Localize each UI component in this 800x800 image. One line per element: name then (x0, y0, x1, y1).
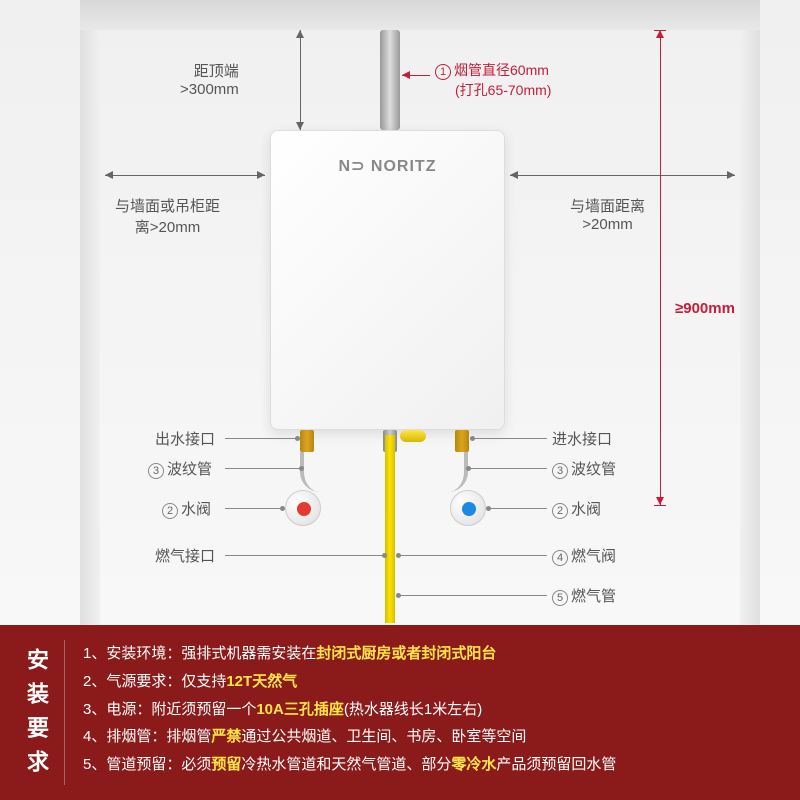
badge-2r-icon: 2 (552, 503, 568, 519)
label-outlet: 出水接口 (155, 428, 215, 449)
label-gas-valve: 4燃气阀 (552, 545, 616, 566)
arrow-top-clearance (300, 30, 301, 130)
leader-gas-valve (398, 555, 547, 556)
leader-valve-l (225, 508, 283, 509)
corrugated-right (438, 452, 468, 492)
gas-pipe (385, 435, 395, 623)
installation-diagram: 距顶端 >300mm 1烟管直径60mm (打孔65-70mm) 与墙面或吊柜距… (0, 0, 800, 625)
badge-5-icon: 5 (552, 590, 568, 606)
wall-left (80, 30, 100, 625)
label-gas-pipe: 5燃气管 (552, 585, 616, 606)
badge-4-icon: 4 (552, 550, 568, 566)
hot-valve (285, 490, 321, 526)
badge-3r-icon: 3 (552, 463, 568, 479)
requirements-list: 1、安装环境：强排式机器需安装在封闭式厨房或者封闭式阳台2、气源要求：仅支持12… (83, 640, 616, 785)
label-pipe-dia: 1烟管直径60mm (打孔65-70mm) (435, 60, 551, 100)
leader-gas-pipe (398, 595, 547, 596)
leader-inlet (472, 438, 547, 439)
label-right-clearance: 与墙面距离 >20mm (570, 195, 645, 233)
label-top-clearance: 距顶端 >300mm (180, 60, 239, 98)
badge-3-icon: 3 (148, 463, 164, 479)
gas-valve (400, 430, 426, 442)
inlet-connector (455, 430, 469, 452)
label-valve-r: 2水阀 (552, 498, 601, 519)
requirements-title: 安装要求 (20, 640, 65, 785)
hot-valve-dot (297, 502, 311, 516)
label-gas-conn: 燃气接口 (155, 545, 215, 566)
label-height: ≥900mm (675, 300, 735, 317)
label-inlet: 进水接口 (552, 428, 612, 449)
label-valve-l: 2水阀 (162, 498, 211, 519)
wall-right (740, 30, 760, 625)
arrow-right-clearance (510, 175, 735, 176)
arrow-left-clearance (105, 175, 265, 176)
leader-valve-r (488, 508, 547, 509)
tick-top (654, 30, 666, 31)
cold-valve (450, 490, 486, 526)
leader-corr-r (468, 468, 547, 469)
badge-1-icon: 1 (435, 64, 451, 80)
tick-bot (654, 505, 666, 506)
exhaust-pipe (380, 30, 400, 130)
label-corr-l: 3波纹管 (148, 458, 212, 479)
leader-outlet (225, 438, 298, 439)
water-heater: N⊃ NORITZ (270, 130, 505, 430)
arrow-pipe-dia (402, 75, 430, 76)
label-corr-r: 3波纹管 (552, 458, 616, 479)
corrugated-left (300, 452, 330, 492)
leader-corr-l (225, 468, 302, 469)
arrow-height (660, 30, 661, 505)
requirements-panel: 安装要求 1、安装环境：强排式机器需安装在封闭式厨房或者封闭式阳台2、气源要求：… (0, 625, 800, 800)
leader-gas-conn (225, 555, 385, 556)
brand-logo: N⊃ NORITZ (271, 156, 504, 176)
label-left-clearance: 与墙面或吊柜距 离>20mm (115, 195, 220, 237)
outlet-connector (300, 430, 314, 452)
badge-2-icon: 2 (162, 503, 178, 519)
cold-valve-dot (462, 502, 476, 516)
ceiling (80, 0, 760, 30)
